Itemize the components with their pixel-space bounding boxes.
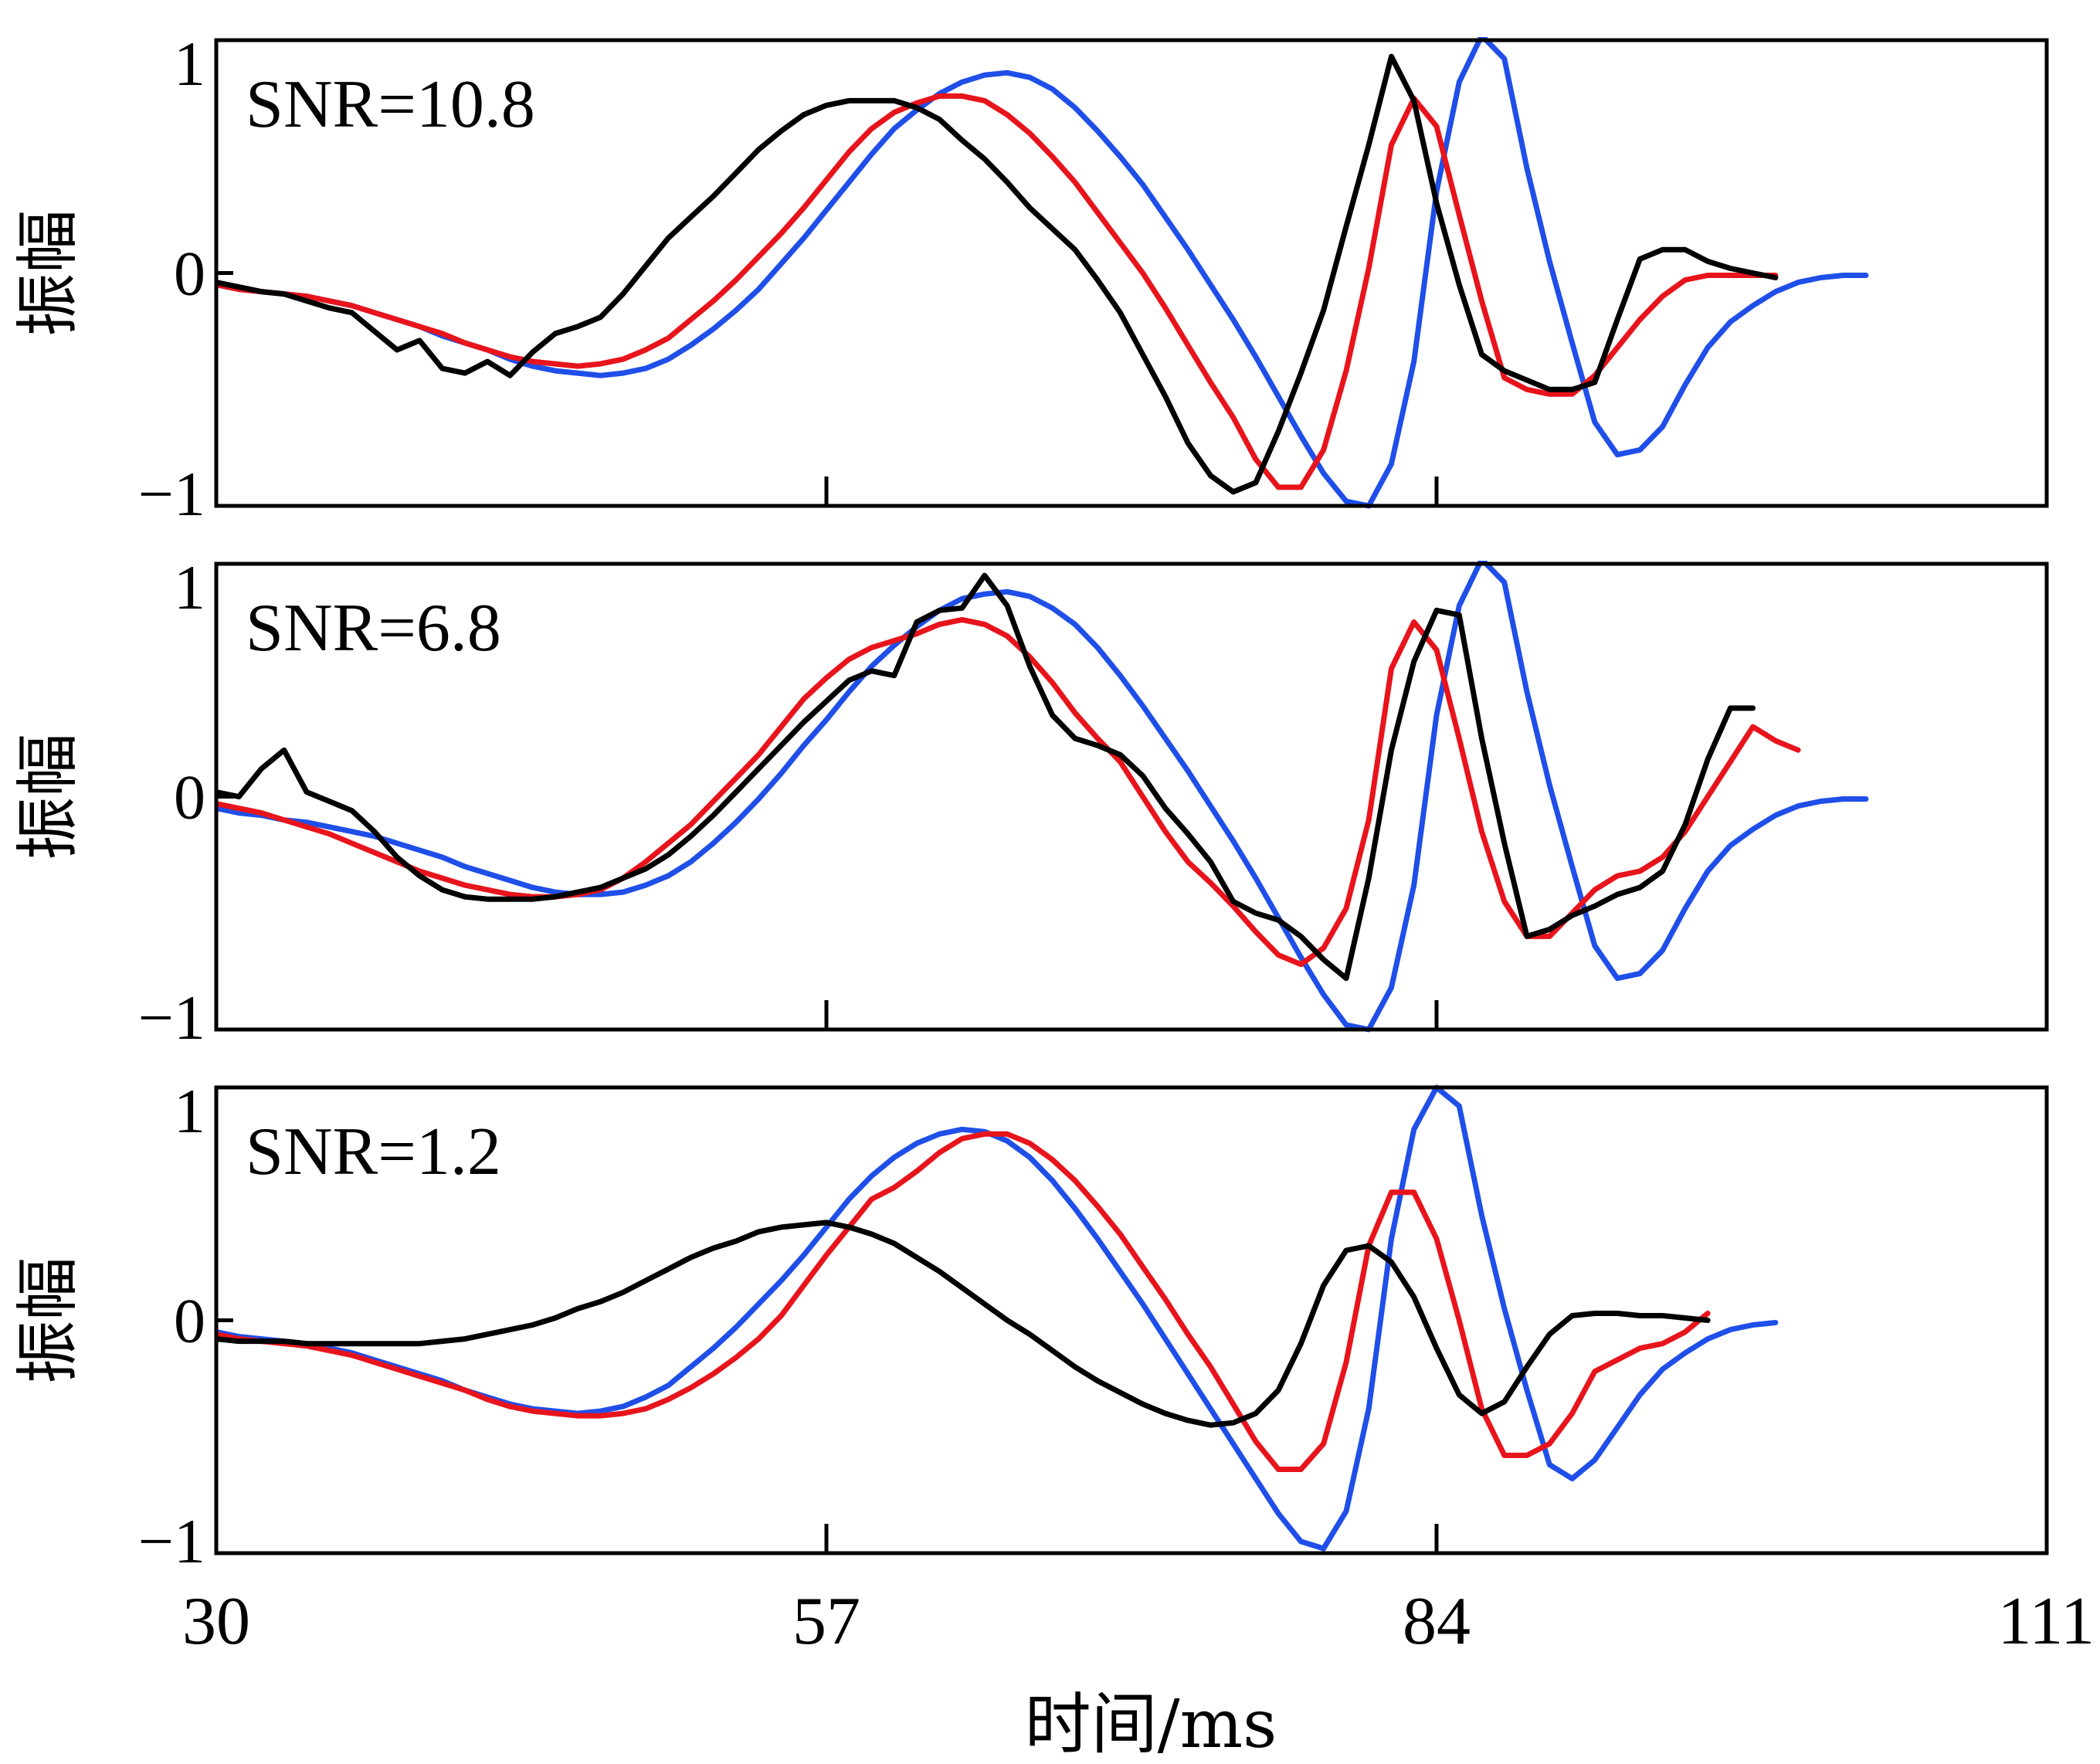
x-tick-label: 84: [1403, 1584, 1471, 1659]
y-tick-label: 0: [174, 239, 205, 309]
snr-annotation: SNR=6.8: [246, 591, 501, 666]
series-line-2: [216, 93, 1779, 490]
series-line-2: [216, 1131, 1711, 1472]
series-line-1: [216, 561, 1869, 1033]
x-tick-label: 111: [1998, 1584, 2095, 1659]
panel-2: −1 0 1 SNR=6.8 振幅: [12, 552, 2049, 1053]
x-axis: 30 57 84 111: [182, 1584, 2095, 1659]
chart-panels: −1 0 1 SNR=10.8 振幅 −1 0 1 SNR=6.8 振幅 −1 0 1 SNR=1.2 振幅: [12, 29, 2049, 1576]
series-line-2: [216, 616, 1801, 968]
series-group: [216, 561, 1869, 1033]
y-tick-label: 1: [174, 1076, 205, 1146]
panel-1: −1 0 1 SNR=10.8 振幅: [12, 29, 2049, 529]
y-tick-label: 0: [174, 1286, 205, 1356]
panel-3: −1 0 1 SNR=1.2 振幅: [12, 1076, 2049, 1576]
y-axis-label: 振幅: [12, 1257, 85, 1383]
snr-annotation: SNR=10.8: [246, 67, 535, 142]
y-axis-label: 振幅: [12, 209, 85, 336]
x-axis-label: 时间/ms: [1025, 1686, 1277, 1763]
snr-annotation: SNR=1.2: [246, 1114, 501, 1189]
y-tick-label: −1: [138, 459, 205, 529]
series-group: [216, 1084, 1779, 1552]
series-line-3: [216, 1220, 1711, 1428]
y-tick-label: 1: [174, 552, 205, 622]
x-tick-label: 57: [792, 1584, 860, 1659]
y-axis-label: 振幅: [12, 733, 85, 860]
series-line-3: [216, 53, 1779, 495]
series-group: [216, 37, 1869, 509]
y-tick-label: −1: [138, 1506, 205, 1576]
y-tick-label: −1: [138, 982, 205, 1053]
y-tick-label: 0: [174, 762, 205, 833]
y-tick-label: 1: [174, 29, 205, 99]
x-tick-label: 30: [182, 1584, 250, 1659]
series-line-3: [216, 572, 1756, 982]
